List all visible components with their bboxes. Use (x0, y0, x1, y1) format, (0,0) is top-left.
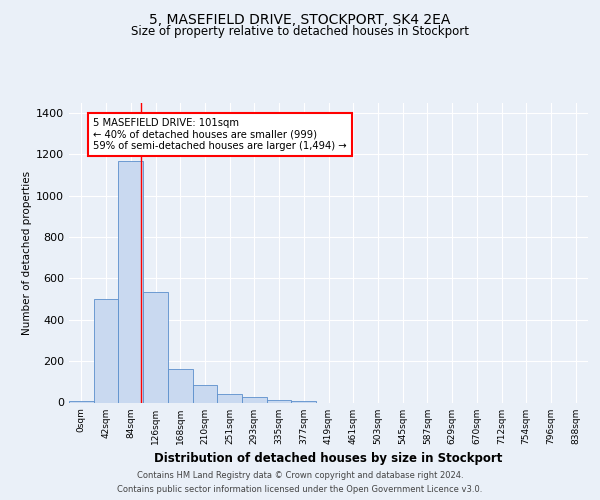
Bar (267, 400, 292, 402)
Bar (94, 299, 118, 403)
Bar (143, 292, 168, 403)
Bar (69, 401, 94, 402)
Y-axis label: Number of detached properties: Number of detached properties (22, 170, 32, 334)
Bar (292, 401, 316, 402)
Bar (168, 369, 193, 402)
Text: 5, MASEFIELD DRIVE, STOCKPORT, SK4 2EA: 5, MASEFIELD DRIVE, STOCKPORT, SK4 2EA (149, 12, 451, 26)
Text: 5 MASEFIELD DRIVE: 101sqm
← 40% of detached houses are smaller (999)
59% of semi: 5 MASEFIELD DRIVE: 101sqm ← 40% of detac… (93, 118, 347, 151)
Text: Contains HM Land Registry data © Crown copyright and database right 2024.: Contains HM Land Registry data © Crown c… (137, 471, 463, 480)
X-axis label: Distribution of detached houses by size in Stockport: Distribution of detached houses by size … (154, 452, 503, 465)
Text: Size of property relative to detached houses in Stockport: Size of property relative to detached ho… (131, 25, 469, 38)
Bar (242, 398, 267, 402)
Bar (193, 385, 217, 402)
Text: Contains public sector information licensed under the Open Government Licence v3: Contains public sector information licen… (118, 485, 482, 494)
Bar (118, 162, 143, 402)
Bar (217, 394, 242, 402)
